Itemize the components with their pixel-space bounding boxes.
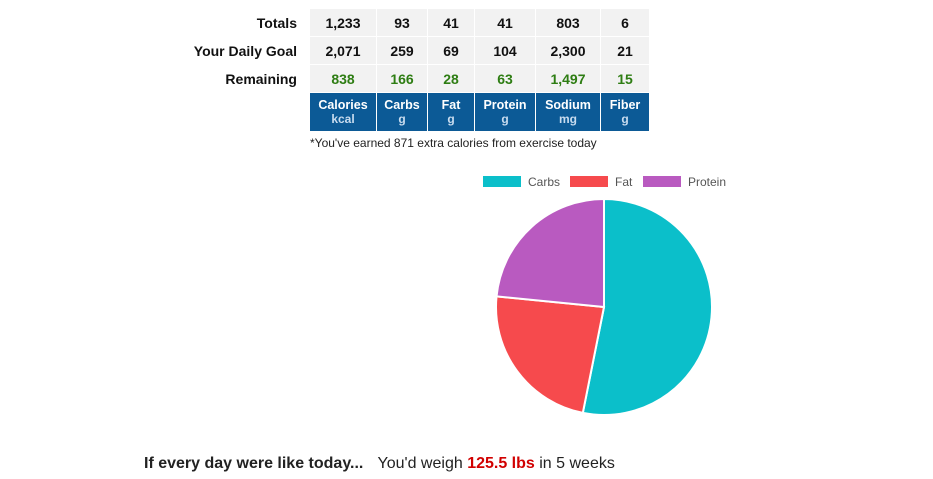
total-protein: 41 (474, 8, 536, 37)
header-carbs-unit: g (398, 112, 406, 126)
total-sodium: 803 (535, 8, 601, 37)
goal-row: Your Daily Goal 2,071 259 69 104 2,300 2… (181, 36, 650, 65)
chart-legend[interactable]: Carbs Fat Protein (483, 175, 726, 189)
header-sodium-unit: mg (559, 112, 577, 126)
row-label-remaining: Remaining (225, 70, 297, 87)
pie-slices (495, 197, 713, 416)
header-protein-name: Protein (483, 98, 527, 112)
legend-label-protein[interactable]: Protein (688, 175, 726, 189)
goal-sodium: 2,300 (535, 36, 601, 65)
goal-calories: 2,071 (309, 36, 377, 65)
header-spacer (181, 93, 310, 132)
pie-slice-protein[interactable] (495, 197, 605, 309)
header-carbs: Carbs g (376, 92, 428, 132)
exercise-calories-note: *You've earned 871 extra calories from e… (310, 136, 597, 150)
row-label-totals: Totals (256, 14, 297, 31)
legend-swatch-protein[interactable] (643, 176, 681, 187)
remaining-carbs: 166 (376, 64, 428, 93)
legend-label-carbs[interactable]: Carbs (528, 175, 560, 189)
header-sodium-name: Sodium (545, 98, 591, 112)
header-fiber-unit: g (621, 112, 629, 126)
nutrition-summary-table: Totals 1,233 93 41 41 803 6 Your Daily G… (181, 8, 650, 132)
header-calories: Calories kcal (309, 92, 377, 132)
total-fiber: 6 (600, 8, 650, 37)
header-protein: Protein g (474, 92, 536, 132)
remaining-protein: 63 (474, 64, 536, 93)
header-fat-name: Fat (441, 98, 461, 112)
remaining-sodium: 1,497 (535, 64, 601, 93)
header-calories-unit: kcal (331, 112, 355, 126)
nutrient-header-row: Calories kcal Carbs g Fat g Protein g Sodium… (181, 92, 650, 132)
header-carbs-name: Carbs (384, 98, 420, 112)
total-calories: 1,233 (309, 8, 377, 37)
pie-slice-carbs[interactable] (581, 197, 713, 416)
weight-projection: If every day were like today... You'd we… (144, 455, 615, 473)
goal-carbs: 259 (376, 36, 428, 65)
totals-row: Totals 1,233 93 41 41 803 6 (181, 8, 650, 37)
header-fat: Fat g (427, 92, 475, 132)
header-calories-name: Calories (318, 98, 368, 112)
header-fat-unit: g (447, 112, 455, 126)
header-fiber-name: Fiber (609, 98, 641, 112)
pie-slice-fat[interactable] (495, 295, 606, 415)
header-fiber: Fiber g (600, 92, 650, 132)
remaining-fat: 28 (427, 64, 475, 93)
total-carbs: 93 (376, 8, 428, 37)
projection-lead: If every day were like today... (144, 455, 364, 472)
projection-prefix: You'd weigh (377, 455, 463, 472)
projection-suffix: in 5 weeks (539, 455, 615, 472)
legend-label-fat[interactable]: Fat (615, 175, 633, 189)
goal-fat: 69 (427, 36, 475, 65)
goal-fiber: 21 (600, 36, 650, 65)
legend-swatch-fat[interactable] (570, 176, 608, 187)
remaining-row: Remaining 838 166 28 63 1,497 15 (181, 64, 650, 93)
header-protein-unit: g (501, 112, 509, 126)
remaining-calories: 838 (309, 64, 377, 93)
goal-protein: 104 (474, 36, 536, 65)
header-sodium: Sodium mg (535, 92, 601, 132)
remaining-fiber: 15 (600, 64, 650, 93)
projected-weight: 125.5 lbs (467, 455, 535, 472)
legend-swatch-carbs[interactable] (483, 176, 521, 187)
total-fat: 41 (427, 8, 475, 37)
macro-pie-chart: Carbs Fat Protein (483, 175, 726, 416)
row-label-goal: Your Daily Goal (193, 42, 297, 59)
